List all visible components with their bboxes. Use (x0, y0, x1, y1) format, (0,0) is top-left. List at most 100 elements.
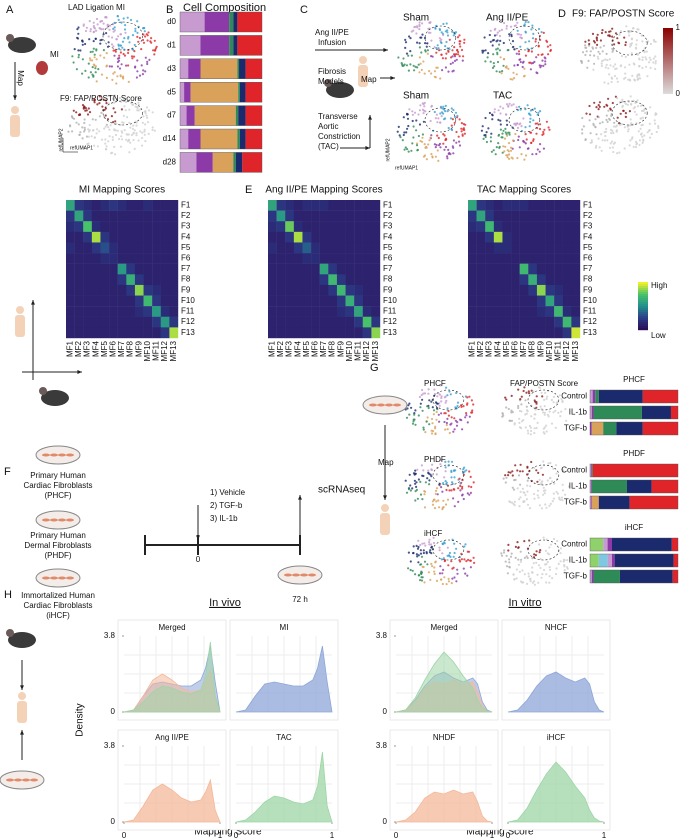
heatmap-cell (91, 200, 101, 211)
umap-dot (441, 490, 444, 493)
y-tick-label: F1 (583, 200, 593, 209)
umap-dot (137, 139, 140, 142)
umap-dot (102, 28, 105, 31)
umap-outline (527, 389, 560, 411)
heatmap-cell (319, 284, 329, 296)
bar-segment (590, 390, 593, 403)
umap-dot (503, 137, 507, 140)
y-tick-label: F7 (583, 264, 593, 273)
umap-dot (459, 489, 462, 492)
umap-dot (608, 146, 612, 149)
umap-dot (587, 39, 590, 42)
umap-dot (609, 142, 612, 145)
arrow-head (383, 495, 387, 500)
umap-dot (472, 403, 475, 406)
umap-dot (114, 120, 117, 123)
umap-dot (439, 565, 442, 568)
chart-title: TAC (276, 733, 292, 742)
umap-dot (604, 30, 607, 34)
umap-dot (611, 27, 614, 30)
umap-dot (611, 35, 614, 38)
heatmap-cell (328, 200, 338, 211)
umap-dot (633, 79, 637, 82)
umap-dot (519, 550, 522, 553)
umap-dot (546, 413, 549, 416)
umap-dot (439, 105, 443, 108)
umap-dot (544, 63, 547, 66)
umap-dot (440, 486, 443, 489)
umap-dot (408, 35, 411, 38)
umap-dot (79, 49, 82, 52)
heatmap-cell (536, 210, 546, 222)
colorbar-label: Low (651, 331, 666, 340)
umap-dot (536, 72, 539, 75)
umap-dot (121, 138, 124, 141)
heatmap-cell (66, 231, 75, 243)
umap-dot (498, 49, 501, 52)
umap-dot (410, 30, 413, 33)
umap-dot (92, 24, 95, 28)
umap-dot (586, 66, 589, 69)
heatmap-cell (100, 200, 110, 211)
heatmap-cell (160, 200, 170, 211)
umap-dot (544, 503, 547, 506)
colorbar-step (638, 318, 648, 321)
umap-dot (111, 78, 114, 81)
umap-dot (135, 134, 138, 137)
heatmap-cell (83, 316, 93, 328)
umap-dot (594, 125, 597, 128)
heatmap-cell (74, 263, 84, 275)
umap-dot (413, 111, 417, 114)
umap-dot (443, 541, 446, 544)
umap-dot (543, 568, 546, 572)
label: Primary Human (30, 471, 86, 480)
umap-dot (500, 554, 504, 557)
heatmap-cell (545, 253, 555, 264)
heatmap-cell (126, 231, 136, 243)
panel-label: A (6, 4, 14, 16)
umap-dot (432, 541, 436, 545)
bar-segment (204, 12, 230, 32)
bar-segment (619, 570, 673, 583)
umap-dot (435, 402, 438, 405)
bar-segment (238, 82, 240, 103)
umap-dot (416, 149, 419, 152)
umap-dot (524, 41, 527, 44)
colorbar-step (638, 312, 648, 315)
umap-dot (641, 66, 644, 70)
umap-dot (556, 492, 560, 495)
heatmap-cell (143, 253, 153, 264)
label: (TAC) (318, 142, 339, 151)
label: Sham (403, 13, 429, 24)
umap-dot (139, 108, 142, 111)
umap-dot (520, 33, 523, 36)
x-tick-label: MF2 (276, 340, 285, 357)
umap-dot (623, 147, 626, 150)
umap-dot (151, 128, 154, 131)
umap-dot (464, 572, 467, 575)
heatmap-cell (293, 295, 303, 307)
cell (14, 778, 22, 782)
umap-dot (539, 549, 542, 552)
umap-dot (550, 398, 554, 402)
umap-dot (420, 51, 423, 54)
umap-dot (485, 131, 488, 134)
heatmap-cell (345, 253, 355, 264)
bar-segment (233, 152, 236, 173)
umap-dot (113, 54, 116, 57)
umap-dot (536, 489, 540, 492)
heatmap-cell (502, 210, 512, 222)
umap-dot (103, 115, 106, 118)
bar-segment (245, 129, 262, 149)
umap-dot (423, 36, 427, 40)
bar-segment (607, 538, 612, 551)
heatmap-cell (268, 306, 277, 317)
umap-dot (446, 546, 449, 549)
umap-dot (440, 115, 443, 118)
heatmap-cell (134, 316, 144, 328)
umap-dot (563, 571, 566, 574)
umap-dot (84, 69, 87, 72)
umap-dot (466, 396, 469, 399)
bar-segment (180, 35, 201, 56)
heatmap-cell (311, 200, 320, 211)
